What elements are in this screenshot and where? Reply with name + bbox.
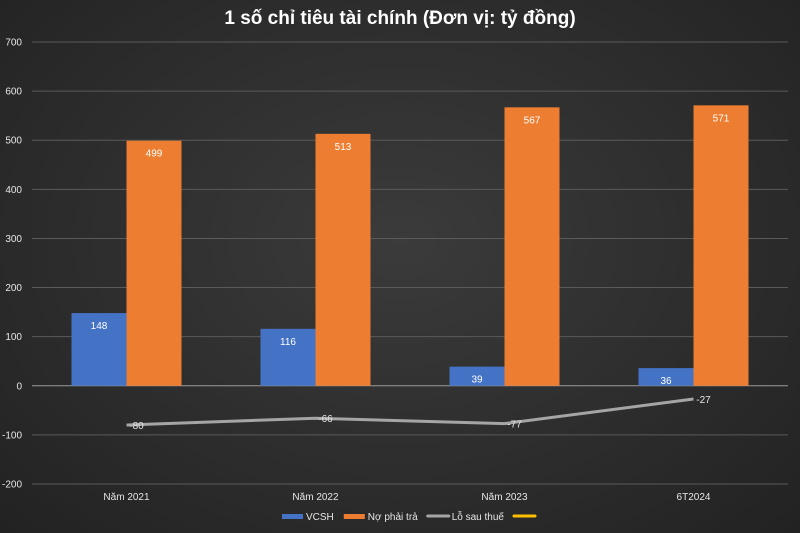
y-tick-label: -200 <box>2 480 22 491</box>
y-tick-label: 600 <box>5 87 22 98</box>
chart-title: 1 số chỉ tiêu tài chính (Đơn vị: tỷ đồng… <box>224 8 575 29</box>
x-category-label: Năm 2022 <box>292 492 339 503</box>
line-lo-sau-thue <box>126 397 694 427</box>
line-data-label: -80 <box>129 421 144 432</box>
bar-data-label: 499 <box>146 149 163 160</box>
bar-data-label: 148 <box>91 321 108 332</box>
legend-label: VCSH <box>306 512 334 523</box>
bar-no-phai-tra <box>126 140 182 386</box>
x-category-label: Năm 2023 <box>481 492 528 503</box>
bar-data-label: 116 <box>280 337 296 348</box>
x-axis-categories: Năm 2021 Năm 2022 Năm 2023 6T2024 <box>103 492 710 503</box>
line-data-label: -27 <box>696 395 711 406</box>
bar-data-label: 36 <box>660 376 672 387</box>
y-tick-label: 700 <box>5 38 22 49</box>
line-data-label: -77 <box>507 420 522 431</box>
legend: VCSH Nợ phải trả Lỗ sau thuế <box>282 510 537 523</box>
bar-no-phai-tra <box>315 133 371 386</box>
y-tick-label: 200 <box>5 283 22 294</box>
y-tick-label: 400 <box>5 185 22 196</box>
bar-no-phai-tra <box>693 105 749 386</box>
bar-vcsh <box>71 313 127 386</box>
bar-data-label: 567 <box>524 115 541 126</box>
legend-label: Nợ phải trả <box>368 512 418 523</box>
bar-data-label: 513 <box>335 142 352 153</box>
y-axis-ticks: -200 -100 0 100 200 300 400 500 600 700 <box>2 38 22 491</box>
legend-swatch <box>282 514 303 519</box>
bar-no-phai-tra <box>504 107 560 386</box>
line-series: -80 -66 -77 -27 <box>126 395 711 432</box>
bars <box>71 105 749 386</box>
line-data-label: -66 <box>318 414 333 425</box>
y-tick-label: -100 <box>2 430 22 441</box>
bar-vcsh <box>260 328 316 386</box>
y-tick-label: 500 <box>5 136 22 147</box>
bar-data-label: 571 <box>713 113 730 124</box>
y-tick-label: 100 <box>5 332 22 343</box>
y-tick-label: 300 <box>5 234 22 245</box>
x-category-label: 6T2024 <box>677 492 711 503</box>
x-category-label: Năm 2021 <box>103 492 150 503</box>
y-tick-label: 0 <box>16 381 22 392</box>
data-labels: 148 499 116 513 39 567 36 571 <box>91 113 730 387</box>
legend-swatch <box>343 514 365 519</box>
legend-label: Lỗ sau thuế <box>452 510 505 523</box>
bar-vcsh <box>449 366 505 386</box>
bar-data-label: 39 <box>471 375 483 386</box>
bar-vcsh <box>638 368 694 386</box>
